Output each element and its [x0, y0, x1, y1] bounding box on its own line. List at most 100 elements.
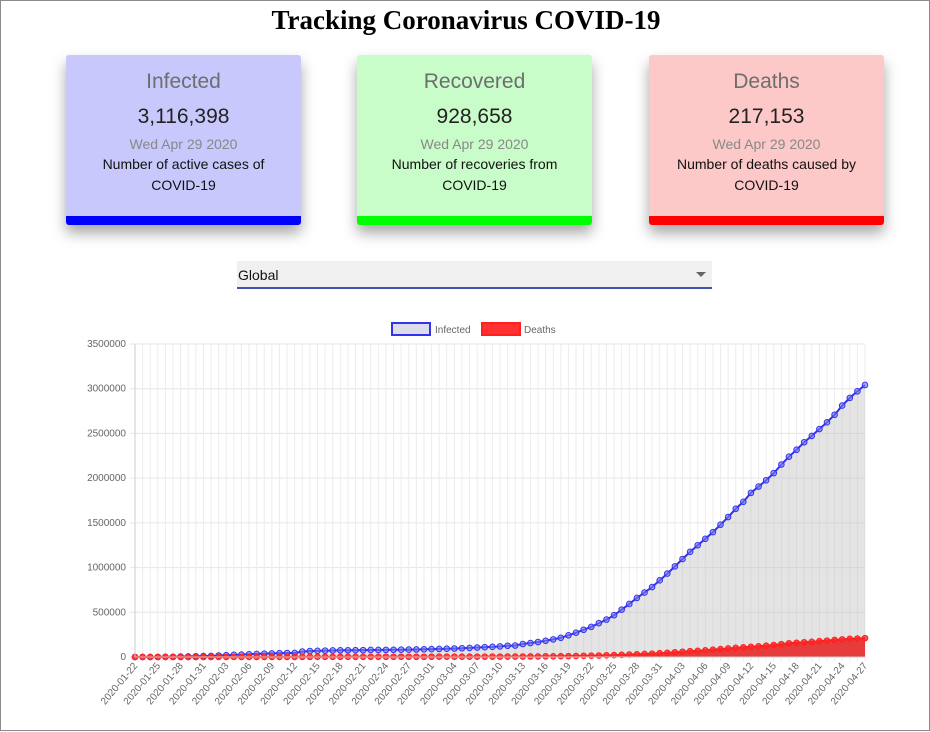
data-point [169, 653, 177, 661]
data-point [215, 653, 222, 661]
data-point [565, 652, 572, 660]
card-value: 3,116,398 [137, 105, 230, 128]
data-point [663, 570, 671, 577]
x-tick-label: 2020-03-28 [601, 661, 643, 708]
x-tick-label: 2020-03-22 [555, 661, 597, 708]
data-point [587, 652, 595, 659]
x-tick-label: 2020-01-31 [167, 661, 209, 708]
x-tick-label: 2020-02-03 [190, 661, 232, 708]
y-tick-label: 2000000 [87, 473, 126, 484]
data-point [473, 653, 481, 660]
data-point [831, 411, 838, 419]
data-point [496, 643, 504, 650]
data-point [162, 653, 169, 661]
data-point [633, 650, 641, 658]
page-title: Tracking Coronavirus COVID-19 [271, 5, 661, 35]
data-point [192, 653, 200, 661]
y-tick-label: 3000000 [87, 384, 126, 395]
data-point [580, 626, 587, 634]
x-tick-label: 2020-04-27 [829, 661, 871, 708]
data-point [603, 652, 610, 659]
data-point [238, 653, 245, 661]
data-point [451, 645, 458, 652]
data-point [610, 611, 618, 619]
data-point [352, 646, 359, 654]
data-point [481, 653, 489, 660]
country-select[interactable]: Global [237, 261, 712, 289]
data-point [451, 653, 458, 661]
data-point [329, 647, 337, 654]
data-point [572, 629, 580, 636]
data-point [192, 652, 200, 660]
data-point [253, 653, 260, 661]
data-point [724, 645, 732, 652]
chevron-down-icon [696, 272, 706, 277]
data-point [854, 635, 861, 642]
data-point [139, 653, 146, 661]
data-point [283, 653, 291, 661]
data-point [298, 648, 306, 655]
x-tick-label: 2020-03-10 [464, 661, 506, 708]
legend-swatch [481, 322, 521, 336]
data-point [200, 653, 207, 661]
data-point [770, 469, 778, 477]
data-point [260, 653, 268, 661]
card-date: Wed Apr 29 2020 [129, 136, 238, 152]
x-tick-label: 2020-04-03 [646, 661, 688, 708]
x-tick-label: 2020-02-15 [281, 661, 323, 708]
data-point [823, 637, 831, 644]
data-point [283, 649, 291, 657]
x-tick-label: 2020-02-18 [304, 661, 346, 708]
data-point [800, 438, 808, 446]
data-point [557, 634, 565, 642]
x-tick-label: 2020-02-06 [213, 661, 255, 708]
card-title: Deaths [733, 70, 800, 93]
data-point [260, 650, 268, 657]
data-point [694, 647, 702, 655]
data-point [808, 432, 816, 440]
x-tick-label: 2020-02-12 [259, 661, 301, 708]
data-point [458, 644, 466, 652]
data-point [489, 643, 496, 651]
data-point [694, 541, 702, 549]
x-tick-label: 2020-04-18 [761, 661, 803, 708]
data-point [603, 616, 610, 623]
data-point [466, 653, 473, 660]
data-point [443, 645, 451, 653]
data-point [435, 653, 443, 661]
card-date: Wed Apr 29 2020 [420, 136, 529, 152]
legend-label: Infected [435, 325, 471, 336]
data-point [359, 653, 367, 661]
data-point [816, 637, 823, 645]
card-value: 217,153 [728, 105, 805, 128]
data-point [131, 653, 139, 661]
x-tick-label: 2020-01-28 [145, 661, 187, 708]
x-tick-label: 2020-03-01 [396, 661, 438, 708]
data-point [648, 650, 656, 657]
data-point [306, 647, 314, 655]
data-point [542, 653, 549, 660]
data-point [838, 636, 846, 643]
data-point [534, 653, 542, 660]
data-point [222, 651, 230, 659]
data-point [724, 513, 732, 521]
data-point [565, 632, 572, 639]
data-point [641, 589, 648, 596]
data-point [656, 649, 663, 657]
data-point [785, 453, 793, 460]
data-point [337, 646, 344, 654]
data-point [755, 643, 762, 650]
y-tick-label: 500000 [93, 607, 127, 618]
card-accent-bar [357, 216, 592, 225]
data-point [717, 645, 724, 653]
data-point [709, 528, 717, 536]
data-point [337, 653, 344, 661]
data-point [542, 637, 549, 645]
data-point [238, 651, 245, 658]
data-point [390, 646, 397, 654]
data-point [686, 647, 694, 655]
x-tick-label: 2020-02-27 [373, 661, 415, 708]
data-point [587, 623, 595, 631]
data-point [428, 645, 435, 653]
data-point [846, 394, 854, 402]
